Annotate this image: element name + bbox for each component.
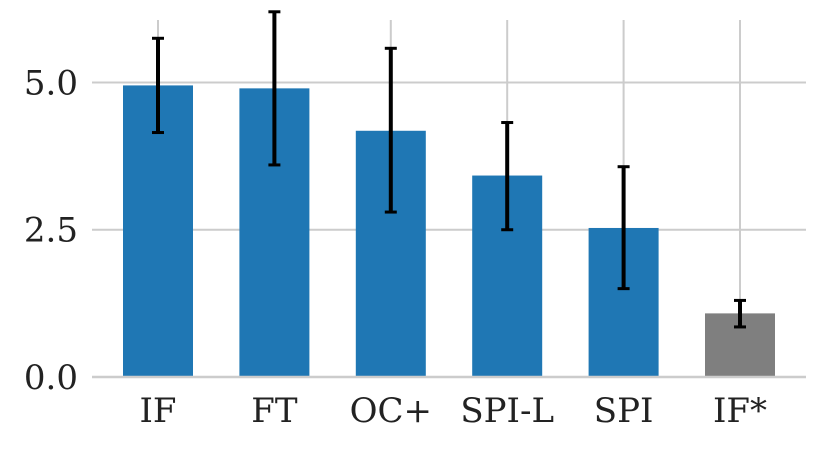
error-bars (152, 10, 746, 329)
x-tick-label: SPI (594, 391, 654, 431)
x-tick-label: IF* (713, 391, 767, 431)
x-tick-labels: IF FT OC+ SPI-L SPI IF* (139, 391, 767, 431)
x-tick-label: SPI-L (460, 391, 554, 431)
y-tick-label: 5.0 (24, 63, 78, 103)
y-tick-labels: 0.0 2.5 5.0 (24, 63, 78, 398)
y-tick-label: 2.5 (24, 211, 78, 251)
x-tick-label: OC+ (350, 391, 432, 431)
grid-lines (92, 20, 806, 377)
x-tick-label: IF (139, 391, 176, 431)
x-tick-label: FT (251, 391, 298, 431)
bars (123, 85, 775, 377)
y-tick-label: 0.0 (24, 358, 78, 398)
